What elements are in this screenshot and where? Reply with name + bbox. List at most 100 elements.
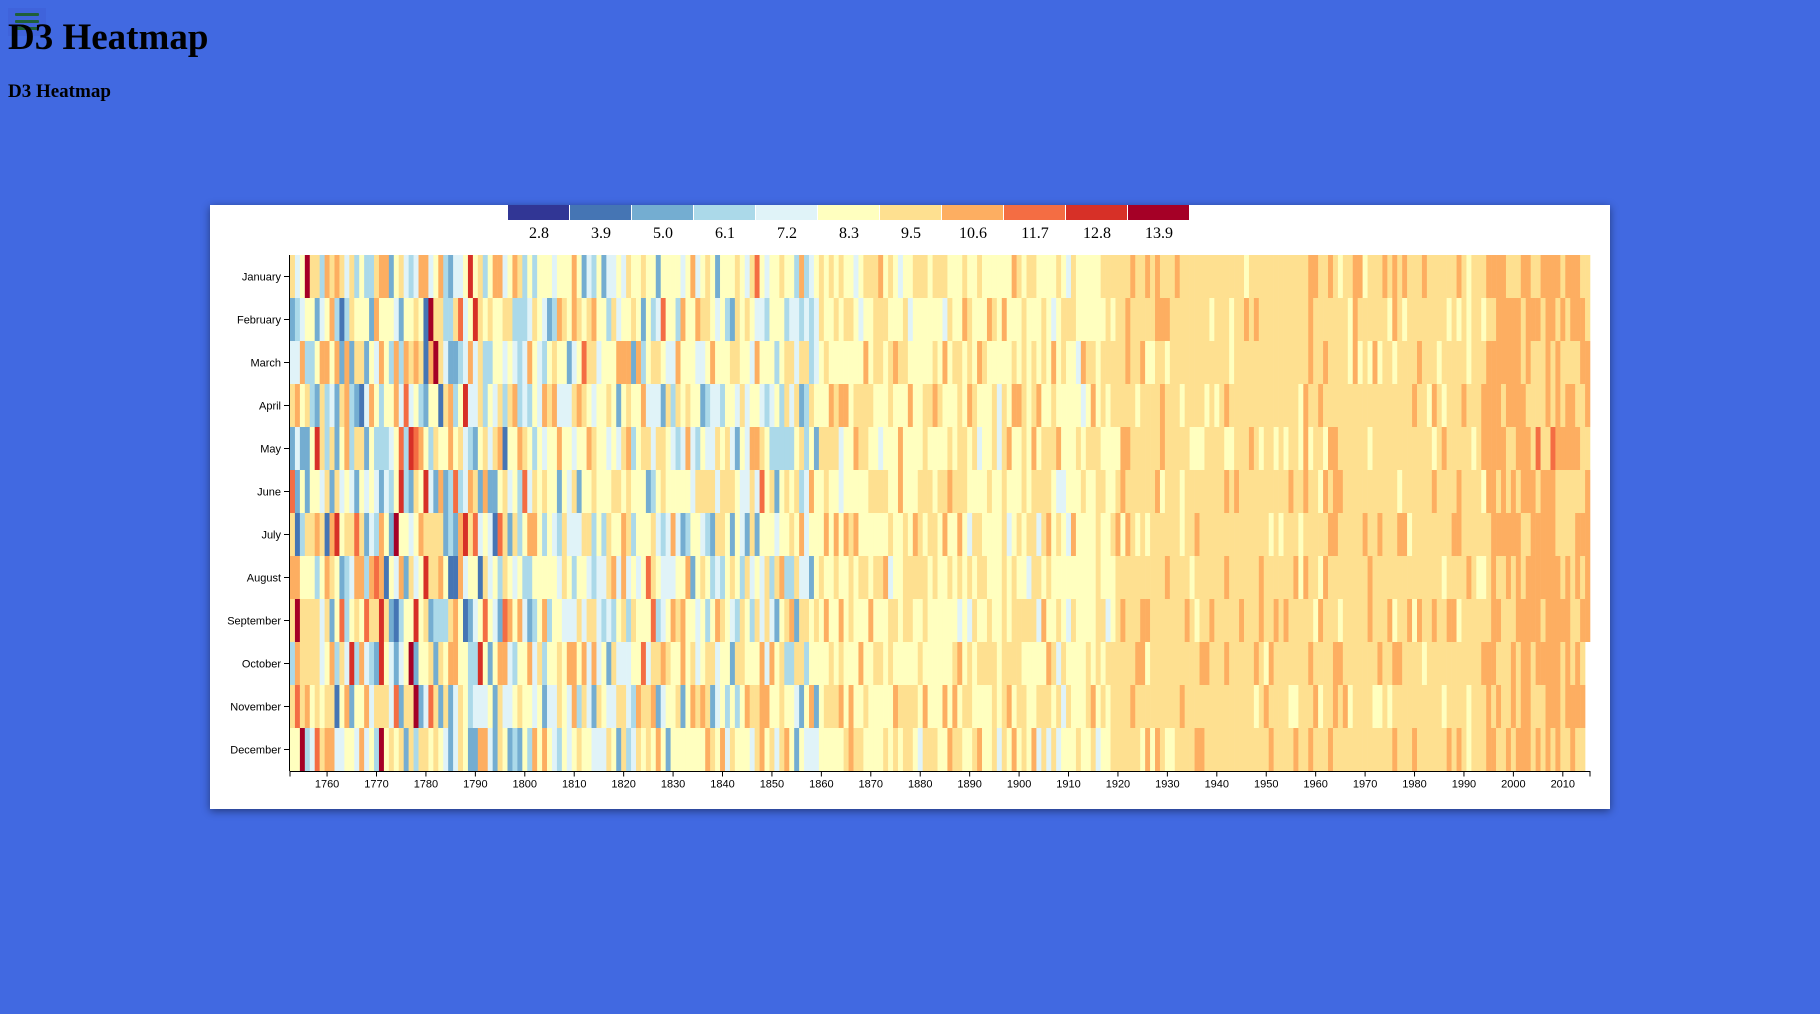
heatmap-cell — [833, 599, 839, 642]
heatmap-cell — [443, 427, 449, 470]
heatmap-cell — [779, 728, 785, 771]
heatmap-cell — [463, 685, 469, 728]
heatmap-cell — [1382, 298, 1388, 341]
heatmap-cell — [1278, 255, 1284, 298]
heatmap-cell — [1130, 599, 1136, 642]
heatmap-cell — [729, 513, 736, 556]
heatmap-cell — [754, 384, 760, 427]
heatmap-cell — [1466, 255, 1472, 298]
heatmap-cell — [1476, 728, 1482, 771]
heatmap-cell — [1525, 427, 1531, 470]
heatmap-cell — [1273, 255, 1279, 298]
heatmap-cell — [818, 599, 825, 642]
heatmap-cell — [695, 427, 701, 470]
menu-button[interactable] — [8, 8, 46, 36]
heatmap-cell — [1283, 642, 1289, 685]
heatmap-cell — [690, 599, 696, 642]
heatmap-cell — [1051, 642, 1057, 685]
heatmap-cell — [897, 470, 904, 513]
heatmap-cell — [1412, 470, 1418, 513]
heatmap-cell — [1412, 384, 1418, 427]
heatmap-cell — [774, 341, 780, 384]
heatmap-cell — [1451, 556, 1457, 599]
heatmap-cell — [1243, 255, 1250, 298]
heatmap-cell — [1150, 341, 1156, 384]
heatmap-cell — [586, 642, 592, 685]
heatmap-cell — [695, 298, 701, 341]
heatmap-cell — [547, 384, 553, 427]
heatmap-cell — [828, 427, 835, 470]
heatmap-cell — [754, 556, 760, 599]
heatmap-cell — [1580, 427, 1586, 470]
year-label: 1900 — [1007, 779, 1031, 791]
heatmap-cell — [359, 642, 365, 685]
heatmap-cell — [972, 556, 978, 599]
legend-label: 8.3 — [839, 225, 859, 242]
heatmap-cell — [823, 341, 830, 384]
heatmap-cell — [1066, 427, 1072, 470]
heatmap-cell — [1031, 599, 1037, 642]
heatmap-cell — [591, 384, 597, 427]
heatmap-cell — [453, 728, 459, 771]
heatmap-cell — [507, 341, 513, 384]
heatmap-cell — [1006, 685, 1012, 728]
heatmap-cell — [690, 255, 696, 298]
legend-swatch — [570, 205, 631, 220]
heatmap-cell — [1313, 470, 1319, 513]
heatmap-cell — [294, 728, 301, 771]
heatmap-cell — [1402, 599, 1408, 642]
heatmap-cell — [1417, 685, 1423, 728]
heatmap-cell — [1268, 384, 1274, 427]
heatmap-cell — [640, 427, 647, 470]
heatmap-cell — [1011, 341, 1017, 384]
heatmap-cell — [972, 513, 978, 556]
month-label: September — [227, 616, 281, 628]
heatmap-cell — [1085, 685, 1092, 728]
heatmap-cell — [1461, 728, 1467, 771]
heatmap-cell — [581, 298, 587, 341]
heatmap-cell — [1224, 341, 1230, 384]
heatmap-cell — [705, 384, 711, 427]
heatmap-cell — [972, 427, 978, 470]
heatmap-cell — [551, 384, 558, 427]
heatmap-cell — [1481, 728, 1487, 771]
heatmap-cell — [576, 513, 582, 556]
heatmap-cell — [1372, 556, 1378, 599]
heatmap-cell — [482, 556, 489, 599]
heatmap-cell — [680, 384, 686, 427]
heatmap-cell — [606, 427, 612, 470]
heatmap-cell — [1056, 556, 1062, 599]
heatmap-cell — [463, 341, 469, 384]
heatmap-cell — [1510, 427, 1517, 470]
heatmap-cell — [789, 470, 795, 513]
heatmap-cell — [1308, 470, 1314, 513]
heatmap-cell — [1303, 728, 1309, 771]
heatmap-cell — [888, 556, 894, 599]
heatmap-cell — [858, 685, 864, 728]
heatmap-cell — [1407, 685, 1413, 728]
heatmap-cell — [1214, 427, 1220, 470]
heatmap-cell — [319, 341, 325, 384]
heatmap-cell — [1189, 556, 1195, 599]
heatmap-cell — [655, 255, 662, 298]
heatmap-cell — [1402, 728, 1408, 771]
heatmap-cell — [1258, 728, 1265, 771]
heatmap-cell — [349, 470, 355, 513]
heatmap-cell — [393, 728, 400, 771]
heatmap-cell — [448, 513, 454, 556]
heatmap-cell — [1476, 384, 1482, 427]
heatmap-cell — [675, 427, 681, 470]
heatmap-cell — [1278, 685, 1284, 728]
heatmap-cell — [962, 513, 968, 556]
heatmap-cell — [309, 599, 316, 642]
heatmap-cell — [1505, 728, 1512, 771]
year-label: 1770 — [364, 779, 388, 791]
heatmap-cell — [685, 556, 691, 599]
heatmap-cell — [1515, 599, 1522, 642]
heatmap-cell — [324, 255, 330, 298]
heatmap-cell — [631, 513, 637, 556]
heatmap-cell — [1337, 599, 1344, 642]
heatmap-cell — [1085, 728, 1092, 771]
heatmap-cell — [527, 341, 533, 384]
heatmap-cell — [448, 556, 454, 599]
